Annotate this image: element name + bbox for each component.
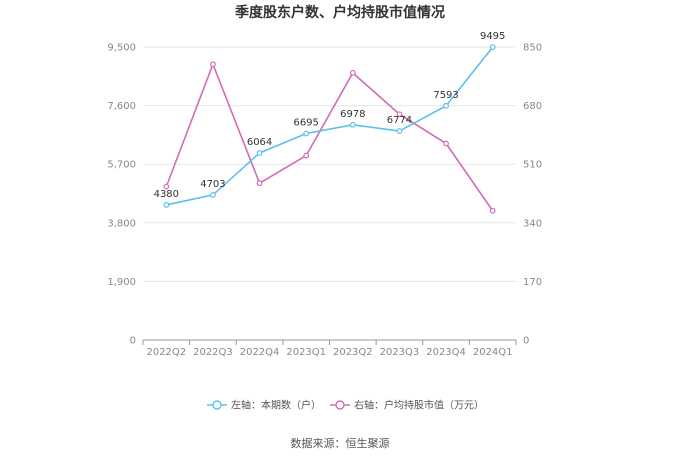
x-tick-label: 2022Q4 — [240, 347, 280, 358]
data-source: 数据来源：恒生聚源 — [291, 436, 390, 450]
x-tick-label: 2022Q2 — [146, 347, 186, 358]
right-tick-label: 510 — [523, 160, 542, 171]
data-point — [396, 128, 403, 134]
x-tick-label: 2023Q3 — [380, 347, 420, 358]
left-tick-label: 9,500 — [107, 43, 136, 54]
legend-label: 左轴：本期数（户） — [231, 399, 321, 412]
data-point — [303, 152, 310, 159]
data-label: 6695 — [293, 118, 318, 129]
data-point — [256, 150, 263, 156]
right-axis-ticks: 0 170 340 510 680 850 — [523, 43, 542, 347]
data-point — [443, 140, 449, 147]
left-tick-label: 7,600 — [107, 101, 136, 112]
grid — [143, 46, 516, 282]
data-point — [396, 111, 403, 118]
series-line — [165, 62, 494, 212]
left-tick-label: 1,900 — [107, 277, 136, 288]
left-tick-label: 5,700 — [107, 160, 136, 171]
data-label: 6064 — [247, 137, 272, 148]
data-point — [303, 130, 310, 137]
left-axis-ticks: 0 1,900 3,800 5,700 7,600 9,500 — [107, 43, 136, 347]
data-label: 4380 — [154, 189, 179, 200]
x-tick-label: 2023Q2 — [333, 347, 373, 358]
series-line — [166, 46, 494, 206]
data-label: 7593 — [433, 90, 458, 101]
right-tick-label: 0 — [523, 336, 529, 347]
data-point — [443, 102, 449, 109]
legend-marker — [335, 400, 345, 410]
data-point — [210, 192, 216, 198]
data-point — [210, 61, 216, 68]
left-tick-label: 0 — [130, 336, 136, 347]
legend-marker — [212, 400, 222, 410]
x-axis: 2022Q2 2022Q3 2022Q4 2023Q1 2023Q2 2023Q3 2023… — [142, 339, 517, 358]
data-point — [163, 202, 170, 208]
data-point — [349, 69, 356, 76]
chart-title: 季度股东户数、户均持股市值情况 — [234, 4, 445, 21]
right-tick-label: 680 — [523, 101, 542, 112]
x-tick-label: 2022Q3 — [193, 347, 233, 358]
x-tick-label: 2024Q1 — [473, 347, 513, 358]
left-tick-label: 3,800 — [107, 218, 136, 229]
data-label: 9495 — [480, 31, 505, 42]
data-point — [256, 180, 263, 187]
data-point — [163, 183, 170, 190]
data-point — [489, 44, 496, 51]
data-label: 4703 — [200, 179, 225, 190]
data-point — [489, 207, 496, 214]
legend: 左轴：本期数（户） 右轴：户均持股市值（万元） — [207, 399, 484, 412]
x-tick-label: 2023Q1 — [286, 347, 326, 358]
data-label: 6774 — [387, 115, 412, 126]
right-tick-label: 340 — [523, 218, 542, 229]
x-tick-label: 2023Q4 — [426, 347, 466, 358]
legend-label: 右轴：户均持股市值（万元） — [354, 399, 484, 412]
data-point — [349, 121, 356, 128]
data-label: 6978 — [340, 109, 365, 120]
right-tick-label: 850 — [523, 43, 542, 54]
series-layer: 4380 4703 6064 6695 6978 6774 7593 9495 — [154, 31, 505, 214]
right-tick-label: 170 — [523, 277, 542, 288]
